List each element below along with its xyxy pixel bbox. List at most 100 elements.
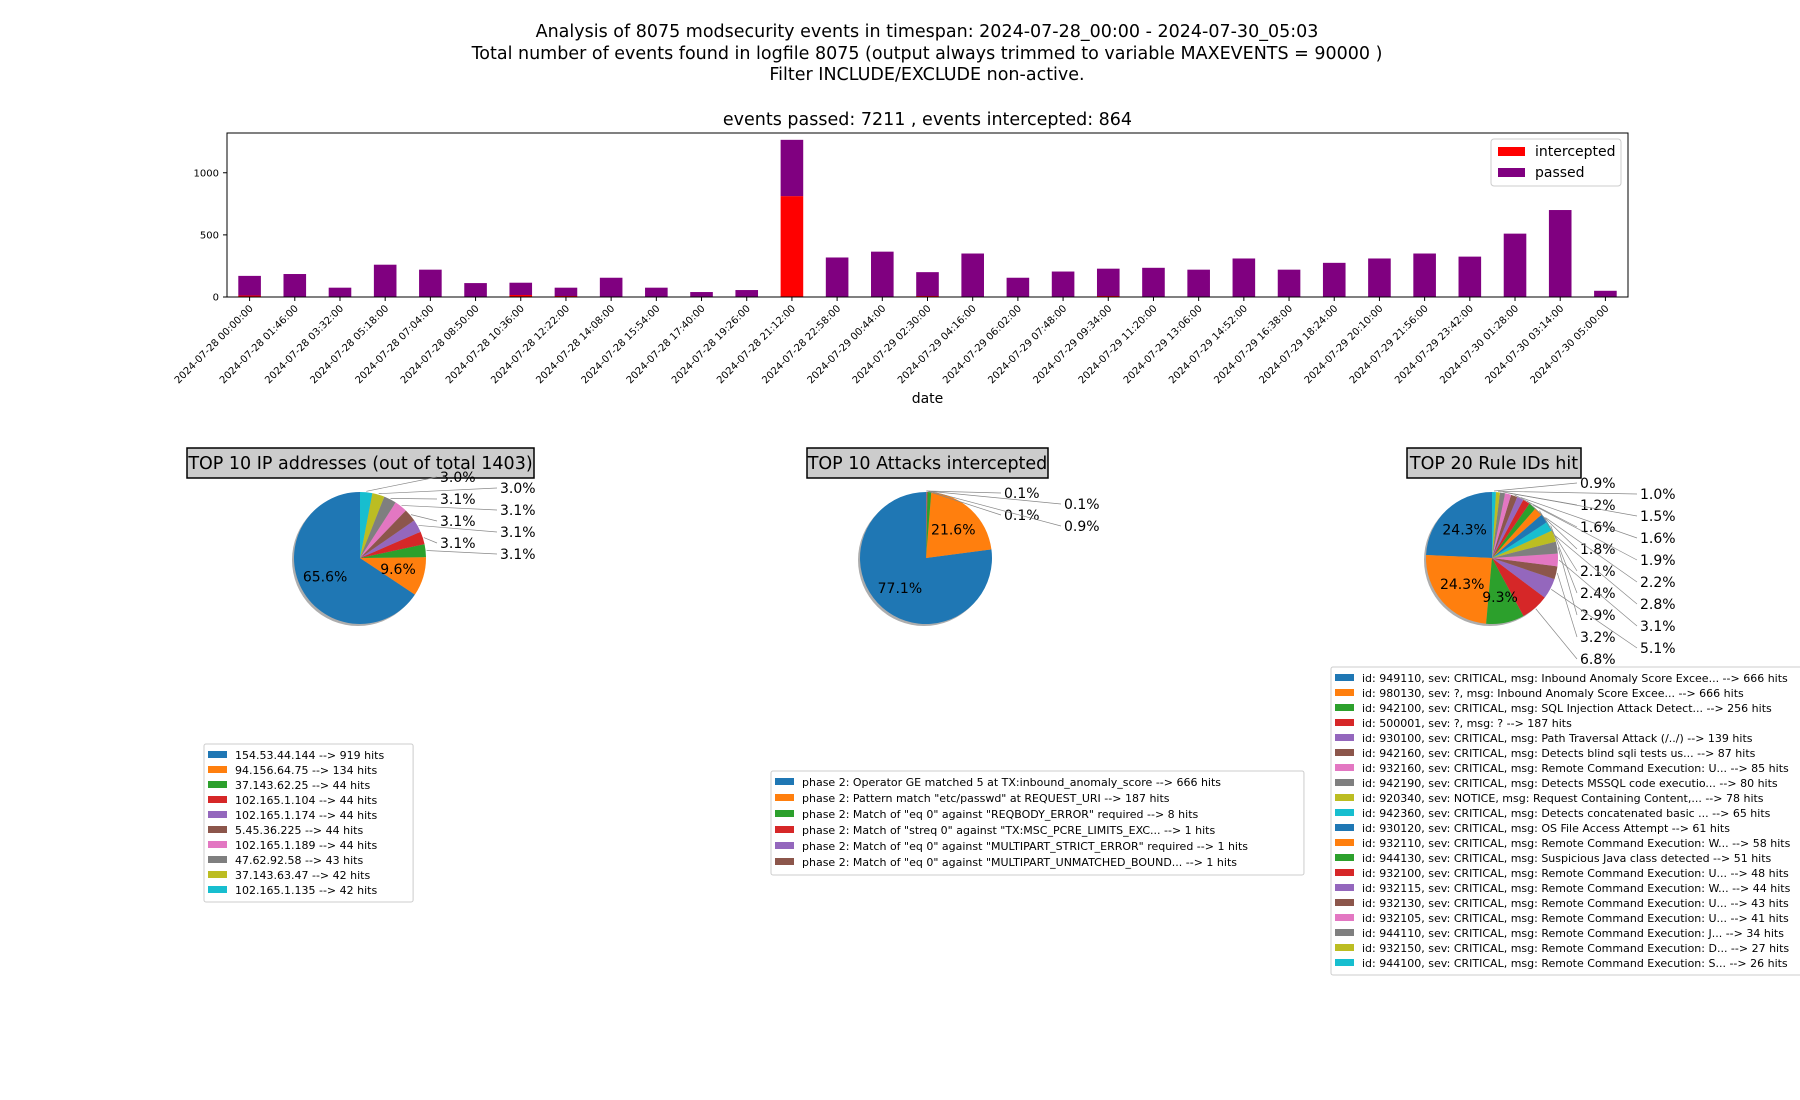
pie-slice xyxy=(360,510,415,558)
pie-slice xyxy=(1492,553,1558,567)
pie-title-box xyxy=(1406,447,1582,479)
pie-leader-line xyxy=(1508,492,1638,517)
pie-leader-line xyxy=(1554,535,1638,605)
pie-slice xyxy=(1426,491,1492,558)
bar-passed xyxy=(961,253,984,297)
pie-leader-line xyxy=(1558,559,1638,627)
pie-leader-line xyxy=(378,487,498,495)
pie-legend-frame xyxy=(1330,666,1800,976)
pie-slice xyxy=(360,496,396,558)
bar-passed xyxy=(1232,258,1256,297)
x-tick-label: 2024-07-28 15:54:00 xyxy=(580,303,663,386)
bar-passed xyxy=(645,287,668,297)
x-tick-label: 2024-07-28 00:00:00 xyxy=(173,303,256,386)
pie-leader-line xyxy=(1535,608,1578,660)
bar-passed xyxy=(735,290,759,297)
pie-slice xyxy=(1492,514,1548,558)
bar-passed xyxy=(690,292,713,297)
pie-slice xyxy=(1492,541,1558,558)
x-tick-label: 2024-07-29 09:34:00 xyxy=(1032,303,1115,386)
pie-slice xyxy=(1492,558,1555,598)
bar-chart-axes-frame xyxy=(226,132,1629,298)
pie-legend-label: phase 2: Operator GE matched 5 at TX:inb… xyxy=(802,776,1221,789)
pie-legend-swatch xyxy=(208,871,227,878)
pie-leader-line xyxy=(929,490,1062,527)
pie-legend-swatch xyxy=(1335,719,1354,726)
legend-swatch-passed xyxy=(1498,168,1525,177)
pie-slice xyxy=(1492,497,1524,558)
pie-legend-label: phase 2: Match of "eq 0" against "MULTIP… xyxy=(802,856,1237,869)
pie-percent-label: 0.1% xyxy=(1064,497,1100,513)
bar-passed xyxy=(1458,256,1482,297)
pie-legend-swatch xyxy=(1335,869,1354,876)
bar-passed xyxy=(1413,253,1436,297)
pie-percent-label: 9.6% xyxy=(380,562,416,578)
bar-passed xyxy=(373,264,397,297)
pie-slice xyxy=(1492,499,1530,558)
pie-legend-label: id: 942190, sev: CRITICAL, msg: Detects … xyxy=(1362,777,1778,790)
pie-percent-label: 1.0% xyxy=(1640,487,1676,503)
x-tick-label: 2024-07-28 19:26:00 xyxy=(670,303,753,386)
pie-slice xyxy=(1492,492,1496,558)
pie-legend-label: 102.165.1.189 --> 44 hits xyxy=(235,839,377,852)
pie-slice xyxy=(926,492,992,558)
pie-percent-label: 1.2% xyxy=(1580,498,1616,514)
header-line-3: Filter INCLUDE/EXCLUDE non-active. xyxy=(769,65,1085,85)
x-axis-label: date xyxy=(912,391,944,407)
x-tick-label: 2024-07-29 18:24:00 xyxy=(1257,303,1340,386)
pie-legend-label: id: 942360, sev: CRITICAL, msg: Detects … xyxy=(1362,807,1771,820)
bar-passed xyxy=(554,287,578,297)
pie-legend-label: id: 932105, sev: CRITICAL, msg: Remote C… xyxy=(1362,912,1789,925)
pie-legend-swatch xyxy=(1335,929,1354,936)
pie-leader-line xyxy=(1514,494,1578,528)
bar-passed xyxy=(1096,268,1120,297)
bar-passed xyxy=(916,272,939,297)
x-tick-label: 2024-07-29 21:56:00 xyxy=(1348,303,1431,386)
pie-legend-label: id: 942160, sev: CRITICAL, msg: Detects … xyxy=(1362,747,1756,760)
bar-passed xyxy=(1051,271,1075,297)
pie-legend-label: id: 932110, sev: CRITICAL, msg: Remote C… xyxy=(1362,837,1791,850)
pie-slice xyxy=(360,502,406,558)
pie-legend-swatch xyxy=(208,781,227,788)
pie-slice xyxy=(1426,555,1492,624)
pie-slice xyxy=(1492,530,1556,558)
bar-passed xyxy=(780,139,804,197)
pie-slice xyxy=(360,531,425,558)
pie-slice xyxy=(1492,503,1536,558)
pie-percent-label: 2.2% xyxy=(1640,575,1676,591)
pie-percent-label: 3.2% xyxy=(1580,630,1616,646)
x-tick-label: 2024-07-28 21:12:00 xyxy=(715,303,798,386)
bar-passed xyxy=(1006,277,1030,297)
pie-legend-swatch xyxy=(1335,854,1354,861)
bar-passed xyxy=(419,269,442,297)
x-tick-label: 2024-07-30 03:14:00 xyxy=(1483,303,1566,386)
x-tick-label: 2024-07-28 12:22:00 xyxy=(489,303,572,386)
pie-title-box xyxy=(806,447,1049,479)
pie-percent-label: 1.6% xyxy=(1580,520,1616,536)
pie-percent-label: 1.5% xyxy=(1640,509,1676,525)
x-tick-label: 2024-07-28 01:46:00 xyxy=(218,303,301,386)
bar-passed xyxy=(1322,262,1346,297)
pie-percent-label: 6.8% xyxy=(1580,652,1616,668)
x-tick-label: 2024-07-28 22:58:00 xyxy=(760,303,843,386)
pie-legend-swatch xyxy=(208,811,227,818)
pie-legend-label: id: 944100, sev: CRITICAL, msg: Remote C… xyxy=(1362,957,1788,970)
pie-legend-swatch xyxy=(775,842,794,849)
bar-passed xyxy=(599,277,623,297)
pie-legend-swatch xyxy=(775,826,794,833)
pie-percent-label: 3.1% xyxy=(1640,619,1676,635)
pie-leader-line xyxy=(418,525,498,533)
pie-slice xyxy=(360,544,426,558)
pie-legend-label: id: 932115, sev: CRITICAL, msg: Remote C… xyxy=(1362,882,1791,895)
pie-legend-swatch xyxy=(1335,809,1354,816)
x-tick-label: 2024-07-29 04:16:00 xyxy=(896,303,979,386)
pie-percent-label: 3.1% xyxy=(440,536,476,552)
legend-label-passed: passed xyxy=(1535,165,1585,181)
pie-percent-label: 3.1% xyxy=(440,492,476,508)
pie-legend-swatch xyxy=(1335,839,1354,846)
pie-leader-line xyxy=(926,490,1062,505)
legend-label-intercepted: intercepted xyxy=(1535,144,1616,160)
pie-slice xyxy=(926,492,928,558)
pie-legend-swatch xyxy=(1335,899,1354,906)
pie-leader-line xyxy=(927,490,1002,516)
